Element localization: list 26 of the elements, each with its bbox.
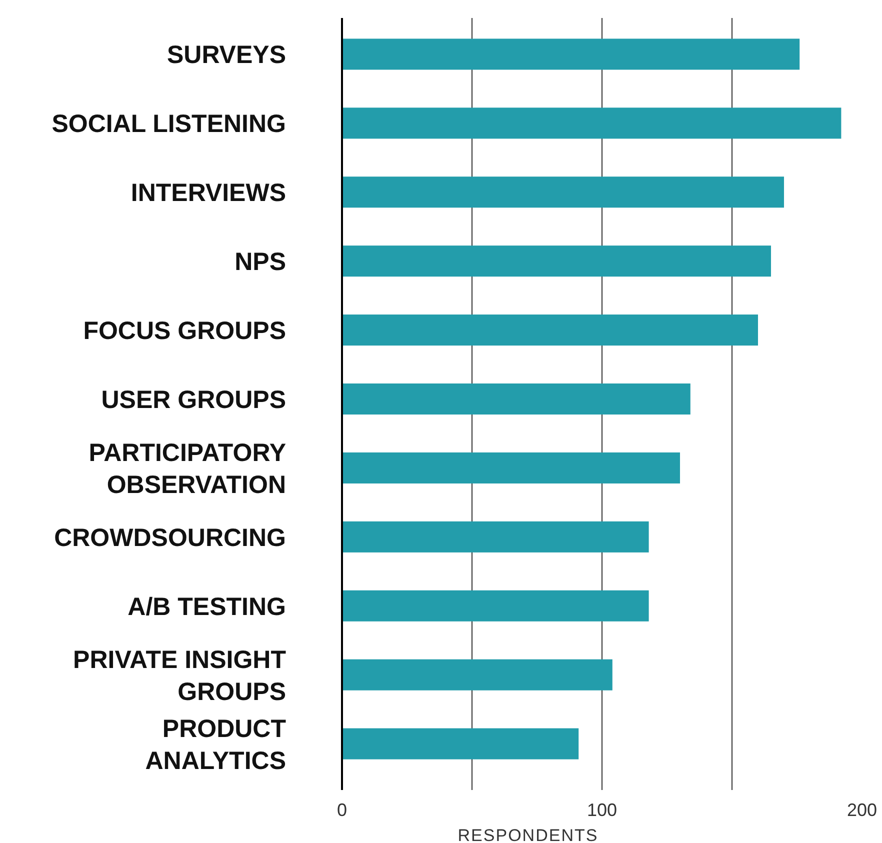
- x-tick-label: 0: [336, 800, 348, 820]
- y-tick-label: A/B TESTING: [128, 592, 286, 621]
- bar: [342, 246, 771, 277]
- bar: [342, 590, 649, 622]
- y-tick-label: PARTICIPATORY OBSERVATION: [88, 438, 286, 499]
- y-tick-label: SURVEYS: [166, 41, 286, 70]
- bar: [342, 314, 758, 346]
- bar: [342, 176, 784, 208]
- y-tick-label: SOCIAL LISTENING: [52, 110, 286, 138]
- x-axis-title: RESPONDENTS: [458, 826, 598, 843]
- bar: [342, 659, 612, 690]
- y-tick-label: CROWDSOURCING: [54, 524, 286, 552]
- x-tick-label: 100: [586, 800, 618, 820]
- y-tick-label: PRODUCT ANALYTICS: [145, 714, 286, 775]
- bar: [342, 38, 800, 70]
- bar: [342, 521, 649, 552]
- y-tick-label: NPS: [234, 248, 286, 276]
- bar: [342, 108, 842, 139]
- bar: [342, 383, 690, 415]
- bar: [342, 728, 579, 760]
- x-tick-label: 200: [846, 800, 878, 820]
- y-tick-label: USER GROUPS: [101, 386, 286, 414]
- bar: [342, 452, 680, 484]
- y-tick-label: INTERVIEWS: [130, 179, 286, 208]
- y-tick-label: PRIVATE INSIGHT GROUPS: [73, 646, 286, 706]
- y-tick-label: FOCUS GROUPS: [83, 317, 286, 346]
